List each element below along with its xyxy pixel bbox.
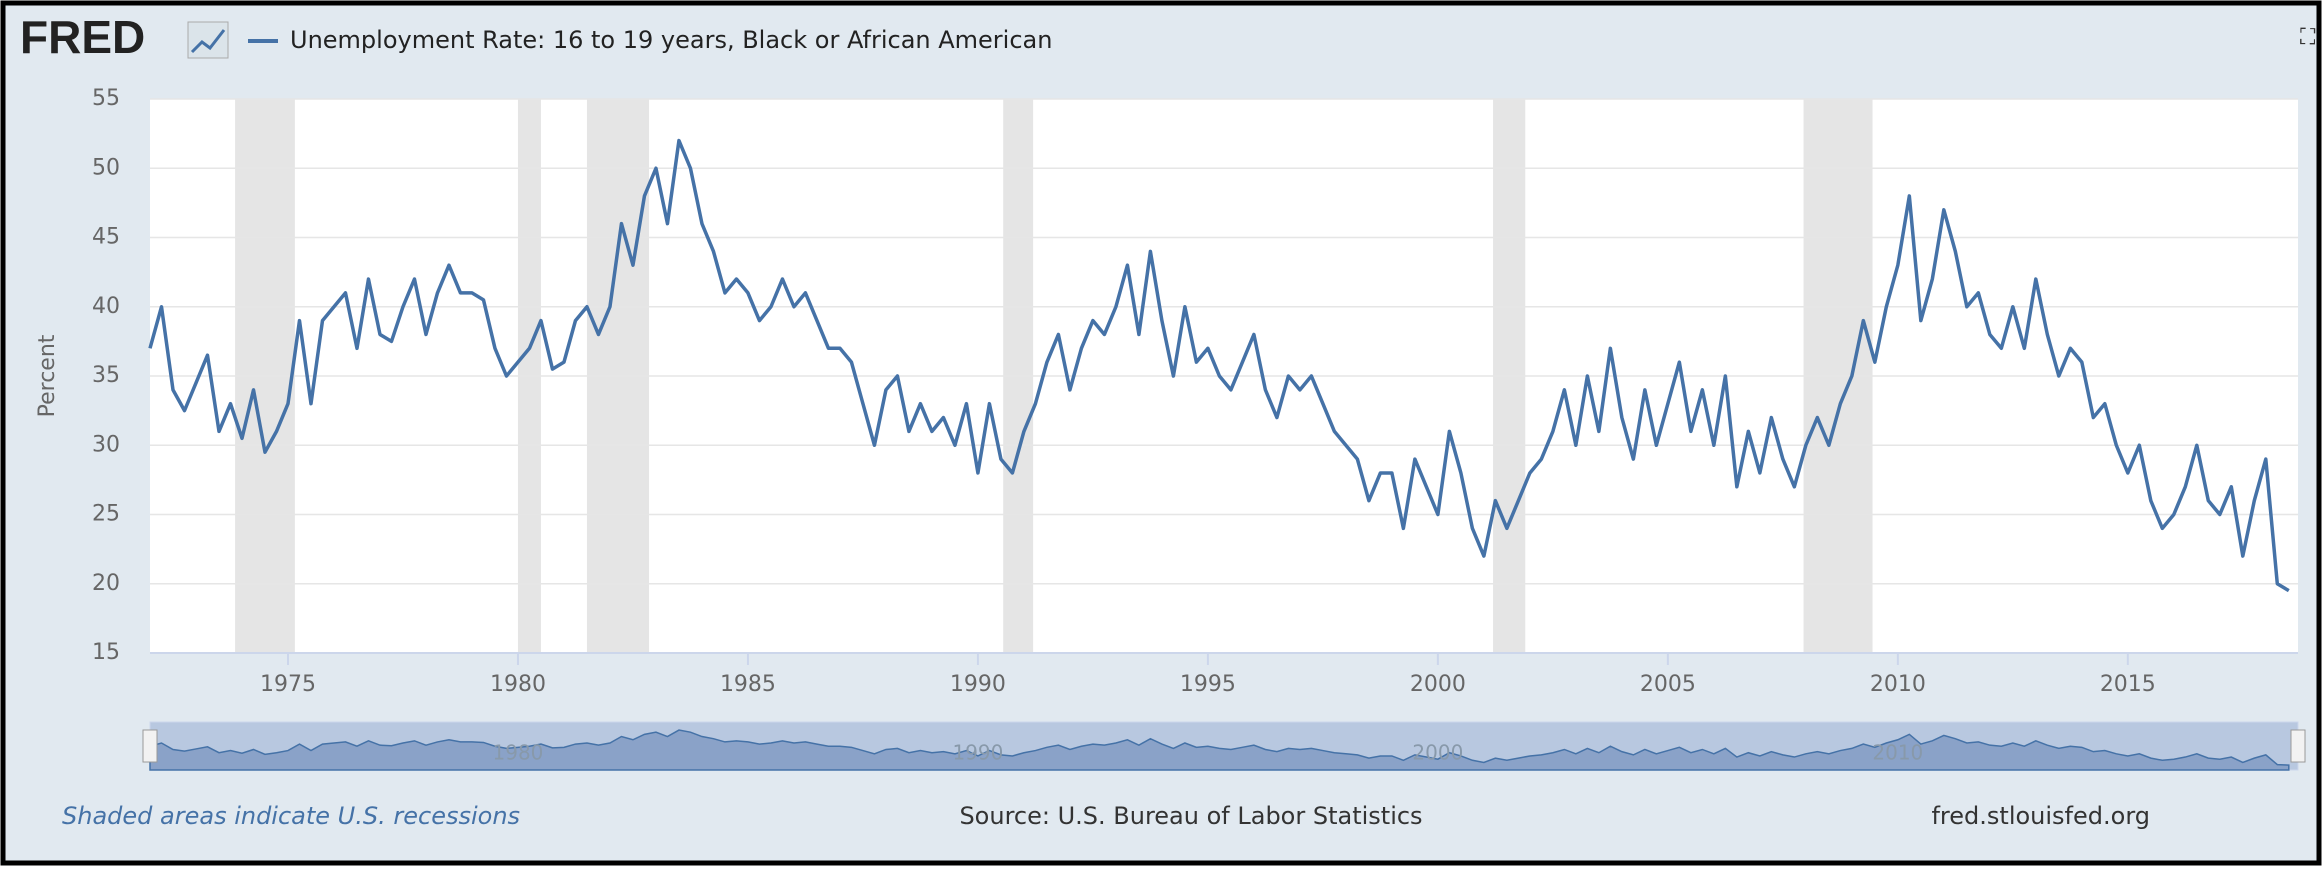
x-tick-label: 1995 <box>1180 672 1236 697</box>
recession-note: Shaded areas indicate U.S. recessions <box>62 802 520 830</box>
y-tick-label: 25 <box>92 502 120 527</box>
navigator-tick-label: 2000 <box>1412 741 1463 765</box>
logo: FRED <box>20 11 145 63</box>
y-tick-label: 55 <box>92 86 120 111</box>
x-tick-label: 1975 <box>260 672 316 697</box>
x-tick-label: 1985 <box>720 672 776 697</box>
navigator-tick-label: 1990 <box>952 741 1003 765</box>
navigator-area <box>149 729 2290 771</box>
y-tick-label: 20 <box>92 571 120 596</box>
site-link[interactable]: fred.stlouisfed.org <box>1931 802 2150 830</box>
line <box>148 138 2290 593</box>
fullscreen-icon[interactable]: ⛶ <box>2300 25 2316 50</box>
y-tick-label: 15 <box>92 640 120 665</box>
chart-title: Unemployment Rate: 16 to 19 years, Black… <box>290 26 1052 54</box>
y-tick-label: 30 <box>92 432 120 457</box>
navigator-tick-label: 2010 <box>1872 741 1923 765</box>
y-tick-label: 40 <box>92 294 120 319</box>
source: Source: U.S. Bureau of Labor Statistics <box>959 802 1422 830</box>
x-tick-label: 1980 <box>490 672 546 697</box>
navigator-handle[interactable] <box>2290 729 2306 763</box>
navigator-handle[interactable] <box>142 729 158 763</box>
y-tick-label: 35 <box>92 363 120 388</box>
y-axis-label: Percent <box>35 334 60 417</box>
x-tick-label: 2000 <box>1410 672 1466 697</box>
x-tick-label: 2010 <box>1870 672 1926 697</box>
x-tick-label: 2005 <box>1640 672 1696 697</box>
logo-icon <box>187 21 229 59</box>
y-tick-label: 45 <box>92 225 120 250</box>
y-tick-label: 50 <box>92 155 120 180</box>
x-tick-label: 1990 <box>950 672 1006 697</box>
navigator-tick-label: 1980 <box>493 741 544 765</box>
x-tick-label: 2015 <box>2100 672 2156 697</box>
